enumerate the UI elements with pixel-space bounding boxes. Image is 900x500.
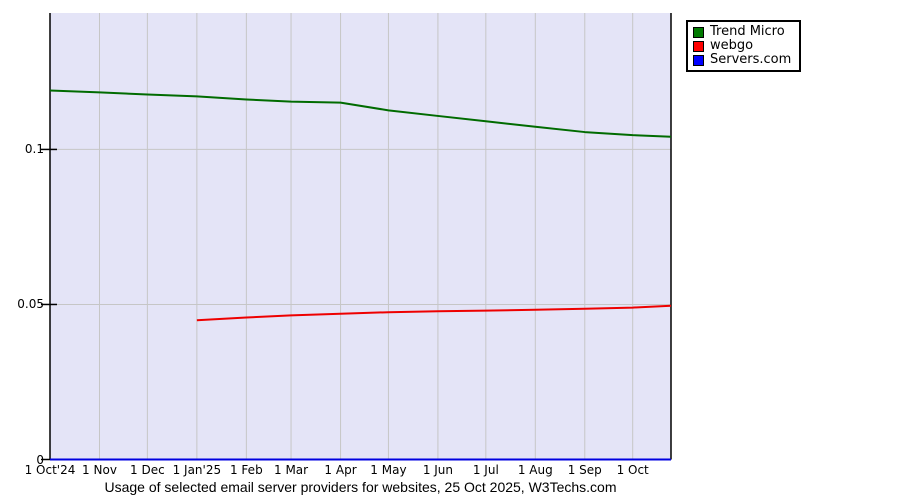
legend-box: Trend Micro webgo Servers.com [686, 20, 802, 72]
x-axis-tick-label: 1 Jan'25 [172, 463, 222, 477]
y-axis-tick-label: 0.1 [24, 142, 44, 157]
legend-label: webgo [710, 38, 754, 53]
y-axis-tick-label: 0 [36, 452, 44, 467]
legend-item: Trend Micro [693, 25, 791, 39]
legend-label: Trend Micro [710, 24, 785, 39]
series-line-webgo [196, 304, 672, 322]
x-axis-tick-label: 1 Oct [616, 463, 649, 477]
x-axis-tick-label: 1 Oct'24 [24, 463, 76, 477]
x-axis-tick-label: 1 Nov [82, 463, 117, 477]
chart-title: Usage of selected email server providers… [104, 479, 617, 495]
x-axis-tick-label: 1 Dec [130, 463, 165, 477]
y-axis-tick-label: 0.05 [17, 297, 44, 312]
x-axis-tick-label: 1 May [370, 463, 407, 477]
series-line-trend-micro [49, 89, 672, 138]
legend-swatch-trend-micro [693, 26, 704, 38]
legend-item: Servers.com [693, 53, 791, 67]
legend-swatch-servers-com [693, 54, 704, 66]
legend-swatch-webgo [693, 40, 704, 52]
legend-item: webgo [693, 39, 791, 53]
x-axis-tick-label: 1 Sep [567, 463, 602, 477]
x-axis-tick-label: 1 Mar [274, 463, 309, 477]
x-axis-tick-label: 1 Jun [422, 463, 454, 477]
x-axis-tick-label: 1 Apr [324, 463, 357, 477]
x-axis-tick-label: 1 Aug [517, 463, 553, 477]
x-axis-tick-label: 1 Feb [229, 463, 263, 477]
plot-background [50, 13, 671, 460]
x-axis-tick-label: 1 Jul [472, 463, 499, 477]
legend-label: Servers.com [710, 52, 792, 67]
